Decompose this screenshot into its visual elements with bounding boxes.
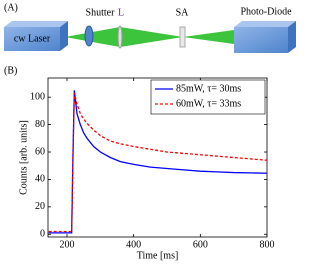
laser-box-top	[4, 21, 68, 27]
laser-box-side	[60, 21, 68, 51]
figure: (A) cw Laser Shutter L SA Photo-Diode (B…	[4, 2, 296, 261]
y-tick-label: 80	[35, 119, 45, 130]
shutter-label: Shutter	[86, 7, 116, 18]
beam	[120, 27, 183, 47]
x-tick-label: 200	[60, 239, 75, 250]
x-axis-label: Time [ms]	[137, 250, 179, 261]
laser-box	[4, 27, 60, 51]
detector-box-side	[288, 21, 296, 53]
detector-box	[234, 27, 288, 53]
lens-label: L	[118, 7, 124, 18]
y-tick-label: 0	[40, 229, 45, 240]
detector-label: Photo-Diode	[240, 6, 292, 17]
x-tick-label: 400	[126, 239, 141, 250]
legend-label: 85mW, τ= 30ms	[176, 83, 241, 94]
panel-label: (A)	[4, 2, 18, 13]
legend-label: 60mW, τ= 33ms	[176, 98, 241, 109]
plot: 200 400 600 800 0 20 40 60 80 100 Time [ms] Counts …	[18, 77, 275, 261]
y-axis-label: Counts [arb. units]	[18, 120, 29, 195]
data-line	[48, 90, 268, 234]
absorber	[179, 26, 186, 48]
x-tick-label: 600	[193, 239, 208, 250]
legend-box	[150, 79, 266, 115]
y-tick-label: 100	[30, 91, 45, 102]
beam	[183, 30, 234, 44]
y-tick-label: 20	[35, 201, 45, 212]
detector-box-top	[234, 21, 296, 27]
x-tick-label: 800	[260, 239, 275, 250]
page: (A) cw Laser Shutter L SA Photo-Diode (B…	[4, 2, 296, 262]
lens	[117, 25, 123, 49]
y-tick-label: 60	[35, 146, 45, 157]
plot-frame	[47, 77, 268, 238]
laser-label: cw Laser	[14, 33, 51, 44]
y-tick-label: 40	[35, 174, 45, 185]
absorber-label: SA	[176, 7, 190, 18]
shutter	[84, 25, 94, 47]
panel-label: (B)	[4, 65, 17, 76]
data-line	[48, 92, 268, 233]
